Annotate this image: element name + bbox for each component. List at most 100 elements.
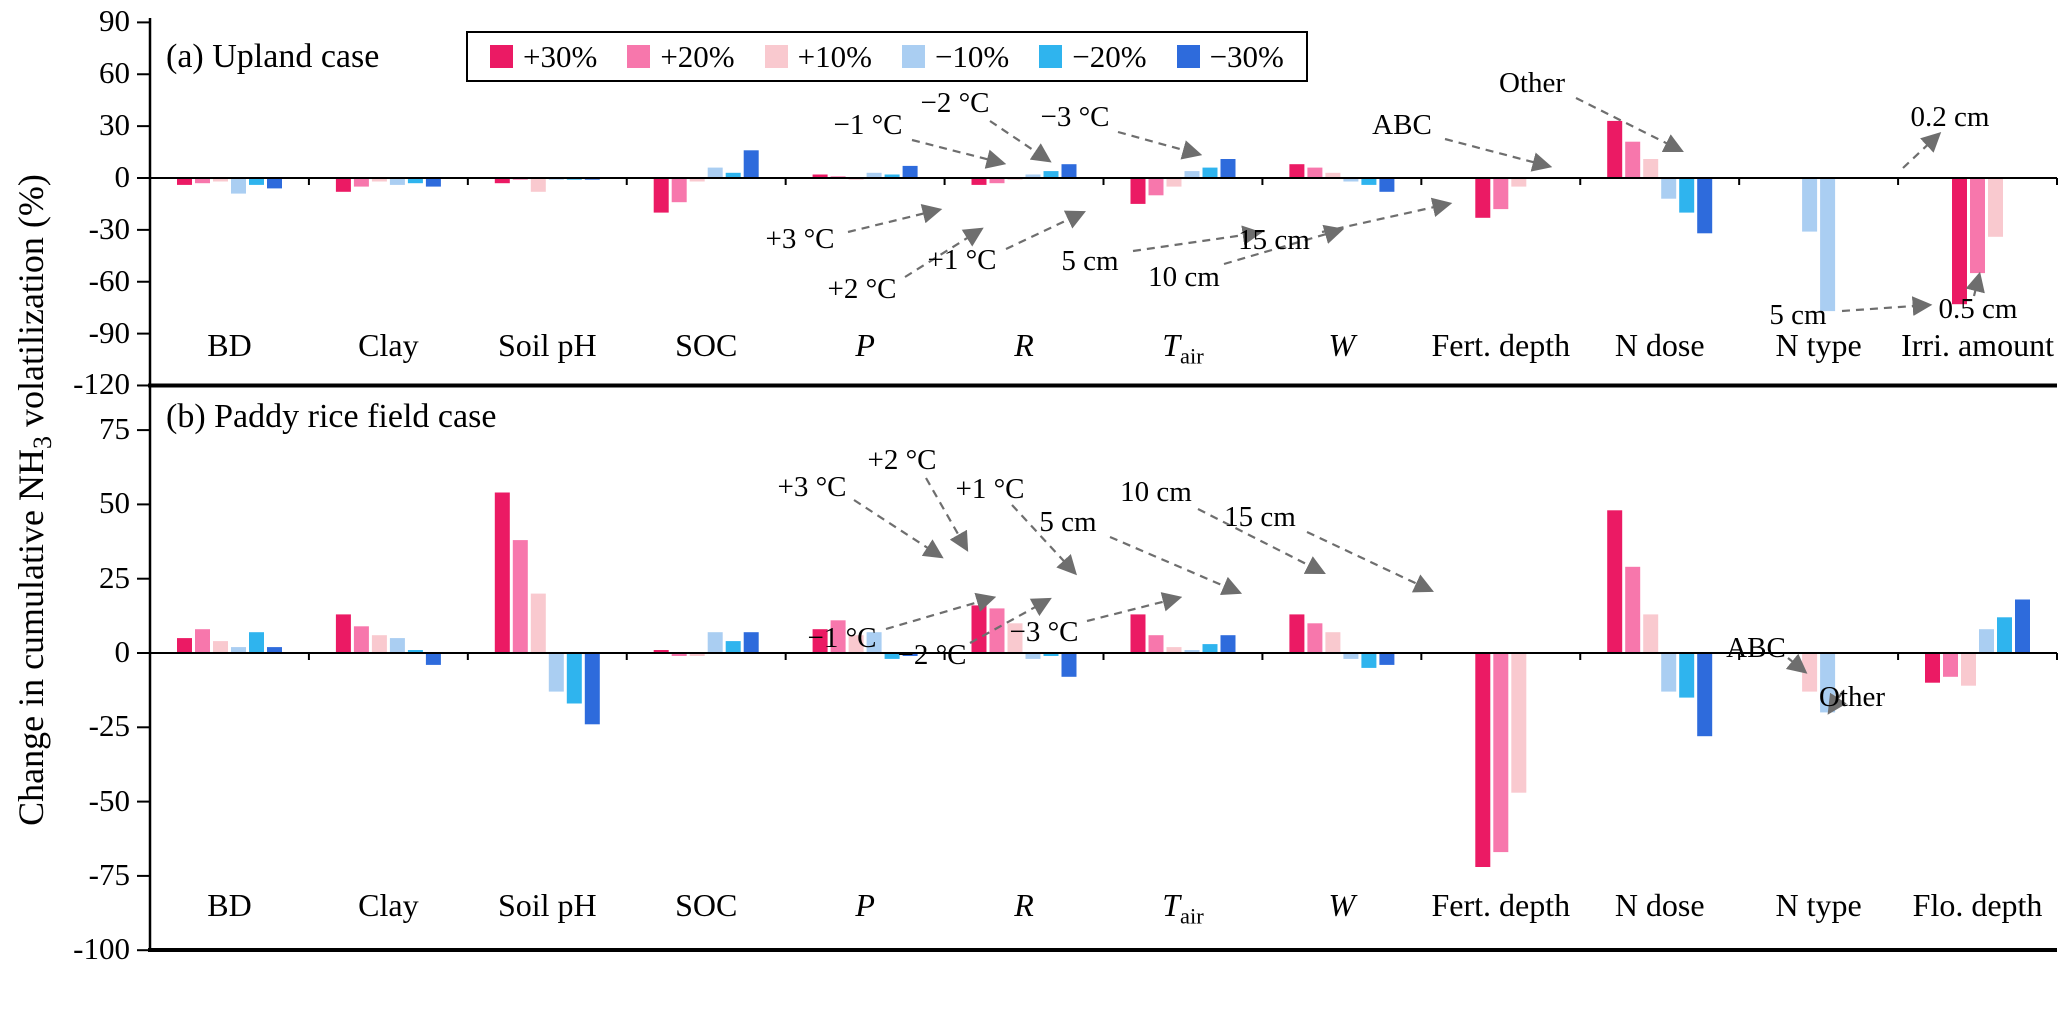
bar-p-−30% xyxy=(902,165,918,178)
x-category-label-n-dose: N dose xyxy=(1614,887,1705,923)
bar-clay-−20% xyxy=(407,178,423,184)
x-category-label-bd: BD xyxy=(207,887,252,923)
legend-label: −30% xyxy=(1209,39,1284,74)
annotation-arrow xyxy=(1841,296,1933,316)
x-category-label-tair: Tair xyxy=(1162,887,1204,929)
bar-fert.-depth-5-cm xyxy=(1475,178,1491,218)
bar-irri.-amount-0.5-cm xyxy=(1970,178,1985,274)
bar-soil-ph-+30% xyxy=(494,492,510,653)
x-category-label-soil-ph: Soil pH xyxy=(497,887,597,923)
bar-w-+10% xyxy=(1325,172,1341,178)
annotation-arrow xyxy=(1117,130,1203,160)
bar-w-+20% xyxy=(1307,167,1323,178)
bar-tair-+2-c xyxy=(1148,635,1164,653)
x-category-label-bd: BD xyxy=(207,327,252,363)
bar-flo.-depth-+10% xyxy=(1961,653,1976,686)
x-category-label-fert.-depth: Fert. depth xyxy=(1431,887,1571,923)
bar-tair-+2-c xyxy=(1148,178,1164,196)
bar-soil-ph-+10% xyxy=(530,178,546,192)
bar-soc-−20% xyxy=(725,641,741,653)
bar-p-+10% xyxy=(848,635,864,653)
annotation-label: 15 cm xyxy=(1224,501,1296,533)
annotation-arrow xyxy=(853,499,944,559)
bar-bd-+30% xyxy=(177,178,192,185)
bar-r-−30% xyxy=(1061,653,1077,677)
legend-swatch xyxy=(901,45,925,68)
bar-w-+30% xyxy=(1289,614,1305,653)
bar-soil-ph-+10% xyxy=(530,593,546,653)
x-category-label-tair: Tair xyxy=(1162,327,1204,369)
legend-swatch xyxy=(1176,45,1200,68)
bar-fert.-depth-15-cm xyxy=(1511,178,1527,187)
annotation-arrow xyxy=(1321,197,1453,234)
x-category-label-flo.-depth: Flo. depth xyxy=(1912,887,2043,923)
legend-item-+20%: +20% xyxy=(627,39,735,74)
y-tick-label: -120 xyxy=(73,366,130,402)
annotation-arrow xyxy=(1306,531,1434,593)
legend-label: −10% xyxy=(934,39,1010,74)
annotation-arrow xyxy=(1965,271,1985,297)
bar-n-dose-−10% xyxy=(1661,178,1677,199)
bar-r-−20% xyxy=(1043,171,1059,178)
bar-n-dose-−30% xyxy=(1697,178,1713,234)
bar-soil-ph-−10% xyxy=(548,653,564,692)
y-tick-label: 0 xyxy=(114,159,131,194)
annotation-label: ABC xyxy=(1726,632,1786,664)
bar-n-dose-+30% xyxy=(1607,510,1623,653)
bar-tair-−3-c xyxy=(1220,159,1236,178)
bar-irri.-amount-5-cm xyxy=(1952,178,1967,305)
legend-swatch xyxy=(490,45,513,68)
bar-bd-+20% xyxy=(195,629,210,653)
legend-item-+10%: +10% xyxy=(764,41,872,72)
bar-n-dose-−20% xyxy=(1679,178,1695,213)
bar-r-+30% xyxy=(971,178,987,185)
y-tick-label: -90 xyxy=(88,314,130,350)
y-tick-label: 90 xyxy=(99,3,130,39)
bar-soc-+10% xyxy=(689,178,705,182)
legend-label: +20% xyxy=(660,39,735,74)
annotation-arrow xyxy=(1109,535,1243,596)
annotation-label: Other xyxy=(1498,67,1566,99)
bar-w-−20% xyxy=(1361,178,1377,185)
annotation-arrow xyxy=(1011,504,1077,576)
bar-r-−10% xyxy=(1025,653,1041,659)
bar-tair-+1-c xyxy=(1166,647,1182,653)
annotation-arrow xyxy=(989,120,1052,163)
y-tick-label: 25 xyxy=(99,559,130,595)
bar-r-+20% xyxy=(989,178,1005,184)
bar-clay-−10% xyxy=(389,178,405,185)
bar-n-dose-+30% xyxy=(1607,120,1623,178)
annotation-arrow xyxy=(1132,225,1263,253)
annotation-arrow xyxy=(1223,224,1345,266)
bar-soc-−30% xyxy=(743,150,759,178)
bar-p-+30% xyxy=(812,629,828,653)
annotation-label: +1 °C xyxy=(955,473,1025,505)
y-tick-label: -50 xyxy=(88,782,130,818)
bar-tair-−3-c xyxy=(1220,635,1236,653)
legend-item-+30%: +30% xyxy=(490,41,597,72)
bar-n-dose-+20% xyxy=(1625,141,1641,178)
bar-soil-ph-+20% xyxy=(512,540,528,653)
x-category-label-n-type: N type xyxy=(1775,887,1862,923)
x-category-label-p: P xyxy=(855,887,875,923)
bar-bd-−30% xyxy=(267,178,282,189)
bar-soc-+30% xyxy=(653,650,669,653)
bar-w-+30% xyxy=(1289,164,1305,178)
bar-soc-+20% xyxy=(671,653,687,656)
annotation-label: 0.5 cm xyxy=(1938,293,2018,325)
bar-n-dose-+10% xyxy=(1643,159,1659,178)
bar-w-+20% xyxy=(1307,623,1323,653)
panel-title: (a) Upland case xyxy=(166,38,380,75)
x-category-label-soc: SOC xyxy=(675,887,738,923)
bar-w-+10% xyxy=(1325,632,1341,653)
x-category-label-r: R xyxy=(1014,887,1034,923)
bar-r-−10% xyxy=(1025,174,1041,178)
annotation-arrow xyxy=(969,597,1052,644)
bar-bd-−30% xyxy=(267,647,282,653)
annotation-arrow xyxy=(1827,690,1847,715)
bar-n-dose-+20% xyxy=(1625,566,1641,653)
bar-tair-+1-c xyxy=(1166,178,1182,187)
bar-soil-ph-−30% xyxy=(584,653,600,725)
annotation-label: −2 °C xyxy=(897,639,967,671)
bar-n-type-abc xyxy=(1802,178,1818,232)
